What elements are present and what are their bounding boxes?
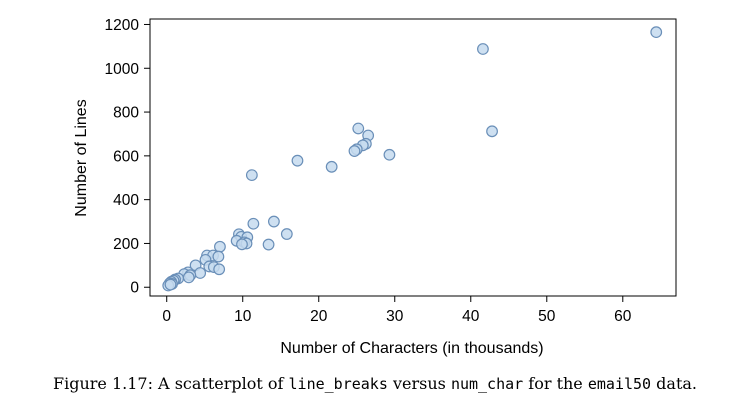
- data-point: [291, 154, 304, 167]
- data-point: [352, 122, 365, 135]
- data-point: [194, 267, 207, 279]
- caption-middle: versus: [387, 374, 451, 393]
- x-tick-label: 40: [462, 308, 480, 325]
- data-point: [383, 148, 396, 161]
- x-axis: 0 10 20 30 40 50 60: [162, 296, 632, 325]
- y-tick-label: 600: [113, 148, 139, 165]
- data-point: [213, 263, 226, 276]
- y-axis: 0 200 400 600 800 1000 1200: [105, 17, 150, 297]
- data-point: [214, 240, 226, 253]
- data-point: [212, 250, 225, 263]
- y-tick-label: 1000: [105, 61, 140, 78]
- data-point: [280, 228, 293, 240]
- data-point: [477, 43, 489, 55]
- x-tick-label: 60: [614, 308, 632, 325]
- x-tick-label: 0: [162, 308, 171, 325]
- y-tick-label: 1200: [105, 17, 140, 34]
- y-tick-label: 800: [113, 105, 139, 122]
- data-point: [650, 26, 663, 39]
- data-point: [262, 238, 275, 251]
- data-point: [245, 169, 258, 182]
- caption-variable-num-char: num_char: [450, 375, 524, 393]
- caption-prefix: Figure 1.17: A scatterplot of: [52, 374, 289, 393]
- caption-dataset-email50: email50: [587, 375, 652, 393]
- y-axis-title: Number of Lines: [73, 99, 90, 216]
- caption-variable-line-breaks: line_breaks: [288, 375, 388, 393]
- y-tick-label: 400: [113, 192, 139, 209]
- data-point: [325, 160, 338, 173]
- caption-suffix: data.: [651, 374, 697, 393]
- data-point: [247, 217, 260, 230]
- data-point: [348, 145, 361, 157]
- plot-frame: [149, 18, 677, 297]
- y-tick-label: 200: [113, 236, 139, 253]
- x-tick-label: 20: [310, 308, 328, 325]
- data-point: [164, 278, 177, 291]
- data-point: [486, 125, 498, 138]
- data-point: [236, 238, 248, 251]
- caption-middle2: for the: [523, 374, 588, 393]
- data-points: [162, 26, 663, 292]
- x-tick-label: 50: [538, 308, 556, 325]
- x-tick-label: 10: [234, 308, 252, 325]
- x-tick-label: 30: [386, 308, 404, 325]
- x-axis-title: Number of Characters (in thousands): [280, 340, 543, 357]
- data-point: [267, 215, 280, 228]
- data-point: [182, 271, 195, 284]
- figure-caption: Figure 1.17: A scatterplot of line_break…: [0, 374, 750, 393]
- y-tick-label: 0: [130, 280, 139, 297]
